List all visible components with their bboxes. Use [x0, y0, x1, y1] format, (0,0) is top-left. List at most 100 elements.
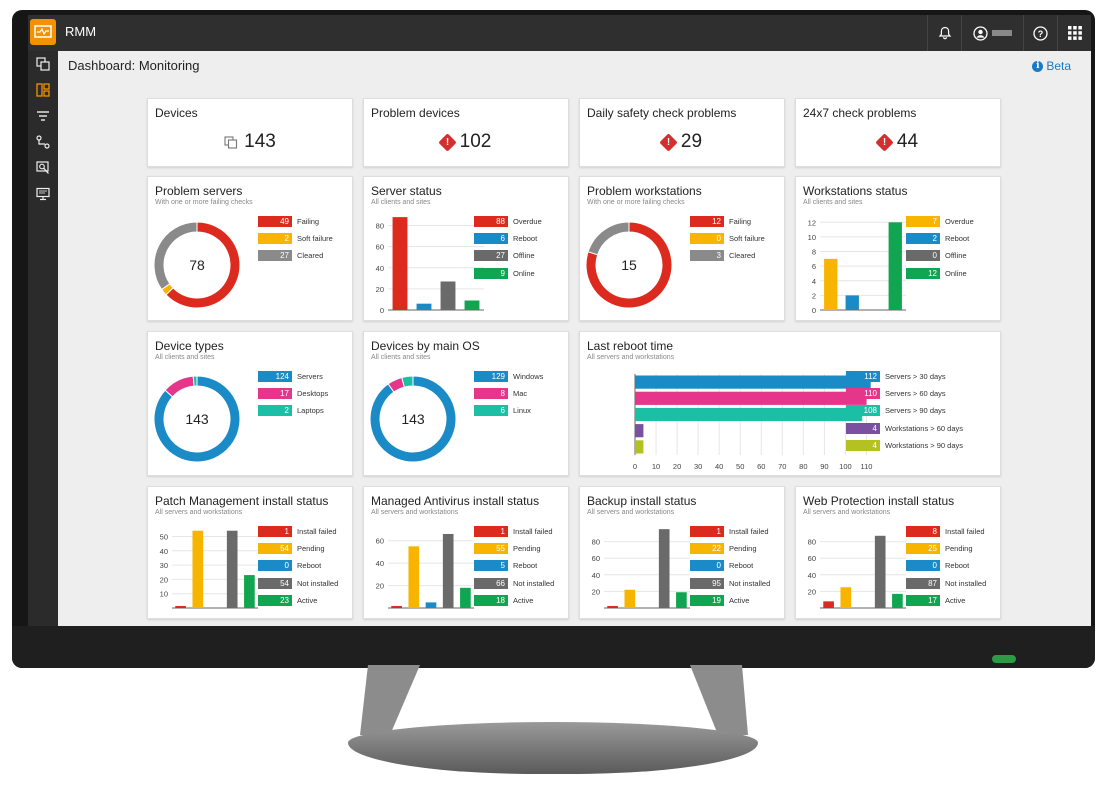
legend-item[interactable]: 54 Not installed	[258, 575, 338, 592]
legend-item[interactable]: 0 Reboot	[690, 557, 770, 574]
legend-item[interactable]: 3 Cleared	[690, 247, 765, 264]
summary-card-24x7[interactable]: 24x7 check problems ! 44	[795, 98, 1001, 167]
legend-item[interactable]: 9 Online	[474, 265, 542, 282]
bar-active[interactable]	[244, 575, 255, 608]
legend-item[interactable]: 4 Workstations > 90 days	[846, 437, 963, 454]
card-backup[interactable]: Backup install status All servers and wo…	[579, 486, 785, 619]
bell-icon[interactable]	[927, 15, 961, 51]
monitor-icon[interactable]	[28, 181, 58, 207]
bar-pending[interactable]	[192, 530, 204, 608]
bar-not-installed[interactable]	[658, 529, 670, 608]
legend-item[interactable]: 5 Reboot	[474, 557, 554, 574]
legend-item[interactable]: 23 Active	[258, 592, 338, 609]
bar-offline[interactable]	[440, 281, 456, 311]
legend-item[interactable]: 88 Overdue	[474, 213, 542, 230]
legend-item[interactable]: 95 Not installed	[690, 575, 770, 592]
donut-slice-windows[interactable]	[369, 375, 457, 463]
legend-item[interactable]: 54 Pending	[258, 540, 338, 557]
legend-item[interactable]: 18 Active	[474, 592, 554, 609]
search-report-icon[interactable]	[28, 155, 58, 181]
legend-item[interactable]: 6 Linux	[474, 402, 543, 419]
legend-item[interactable]: 17 Active	[906, 592, 986, 609]
bar-pending[interactable]	[408, 546, 420, 608]
bar-pending[interactable]	[840, 587, 852, 608]
donut-slice-desktops[interactable]	[164, 375, 195, 398]
card-last-reboot[interactable]: Last reboot time All servers and worksta…	[579, 331, 1001, 476]
workflow-icon[interactable]	[28, 129, 58, 155]
card-workstations-status[interactable]: Workstations status All clients and site…	[795, 176, 1001, 321]
legend-item[interactable]: 0 Soft failure	[690, 230, 765, 247]
bar-overdue[interactable]	[392, 217, 408, 310]
legend-item[interactable]: 87 Not installed	[906, 575, 986, 592]
bar-servers-30-days[interactable]	[635, 375, 871, 389]
rmm-logo-icon[interactable]	[30, 19, 56, 45]
bar-install-failed[interactable]	[607, 606, 618, 608]
card-device-types[interactable]: Device types All clients and sites 143 1…	[147, 331, 353, 476]
card-web-protection[interactable]: Web Protection install status All server…	[795, 486, 1001, 619]
card-server-status[interactable]: Server status All clients and sites 80 60…	[363, 176, 569, 321]
donut-slice-linux[interactable]	[401, 375, 414, 388]
user-menu[interactable]	[961, 15, 1023, 51]
legend-item[interactable]: 17 Desktops	[258, 385, 328, 402]
legend-item[interactable]: 12 Online	[906, 265, 974, 282]
legend-item[interactable]: 27 Offline	[474, 247, 542, 264]
help-icon[interactable]: ?	[1023, 15, 1057, 51]
legend-item[interactable]: 2 Reboot	[906, 230, 974, 247]
bar-install-failed[interactable]	[823, 601, 834, 608]
legend-item[interactable]: 110 Servers > 60 days	[846, 385, 963, 402]
legend-item[interactable]: 6 Reboot	[474, 230, 542, 247]
bar-reboot[interactable]	[845, 295, 859, 310]
card-patch-management[interactable]: Patch Management install status All serv…	[147, 486, 353, 619]
summary-card-devices[interactable]: Devices 143	[147, 98, 353, 167]
bar-online[interactable]	[888, 222, 902, 310]
bar-not-installed[interactable]	[226, 530, 238, 608]
bar-reboot[interactable]	[416, 303, 432, 310]
bar-install-failed[interactable]	[175, 606, 186, 608]
bar-not-installed[interactable]	[874, 535, 886, 608]
legend-item[interactable]: 129 Windows	[474, 368, 543, 385]
legend-item[interactable]: 55 Pending	[474, 540, 554, 557]
legend-item[interactable]: 4 Workstations > 60 days	[846, 420, 963, 437]
legend-item[interactable]: 19 Active	[690, 592, 770, 609]
legend-item[interactable]: 1 Install failed	[474, 523, 554, 540]
legend-item[interactable]: 0 Reboot	[258, 557, 338, 574]
legend-item[interactable]: 66 Not installed	[474, 575, 554, 592]
legend-item[interactable]: 2 Laptops	[258, 402, 328, 419]
summary-card-daily-safety[interactable]: Daily safety check problems ! 29	[579, 98, 785, 167]
legend-item[interactable]: 7 Overdue	[906, 213, 974, 230]
summary-card-problem-devices[interactable]: Problem devices ! 102	[363, 98, 569, 167]
legend-item[interactable]: 12 Failing	[690, 213, 765, 230]
legend-item[interactable]: 124 Servers	[258, 368, 328, 385]
card-problem-servers[interactable]: Problem servers With one or more failing…	[147, 176, 353, 321]
bar-active[interactable]	[892, 593, 903, 608]
bar-workstations-90-days[interactable]	[635, 440, 644, 454]
legend-item[interactable]: 49 Failing	[258, 213, 333, 230]
bar-overdue[interactable]	[824, 258, 838, 310]
legend-item[interactable]: 1 Install failed	[690, 523, 770, 540]
bar-install-failed[interactable]	[391, 606, 402, 608]
bar-online[interactable]	[464, 300, 480, 311]
card-managed-antivirus[interactable]: Managed Antivirus install status All ser…	[363, 486, 569, 619]
legend-item[interactable]: 0 Reboot	[906, 557, 986, 574]
dashboard-icon[interactable]	[28, 77, 58, 103]
beta-link[interactable]: i Beta	[1032, 59, 1071, 73]
legend-item[interactable]: 8 Install failed	[906, 523, 986, 540]
bar-servers-60-days[interactable]	[635, 391, 867, 405]
bar-active[interactable]	[676, 592, 687, 608]
devices-icon[interactable]	[28, 51, 58, 77]
bar-not-installed[interactable]	[442, 533, 454, 608]
card-devices-by-os[interactable]: Devices by main OS All clients and sites…	[363, 331, 569, 476]
legend-item[interactable]: 8 Mac	[474, 385, 543, 402]
donut-slice-laptops[interactable]	[192, 375, 198, 387]
legend-item[interactable]: 112 Servers > 30 days	[846, 368, 963, 385]
filter-icon[interactable]	[28, 103, 58, 129]
legend-item[interactable]: 0 Offline	[906, 247, 974, 264]
bar-pending[interactable]	[624, 589, 636, 608]
apps-grid-icon[interactable]	[1057, 15, 1091, 51]
donut-slice-failing[interactable]	[585, 221, 673, 309]
legend-item[interactable]: 27 Cleared	[258, 247, 333, 264]
donut-slice-servers[interactable]	[153, 375, 241, 463]
legend-item[interactable]: 1 Install failed	[258, 523, 338, 540]
donut-slice-cleared[interactable]	[153, 221, 198, 291]
card-problem-workstations[interactable]: Problem workstations With one or more fa…	[579, 176, 785, 321]
